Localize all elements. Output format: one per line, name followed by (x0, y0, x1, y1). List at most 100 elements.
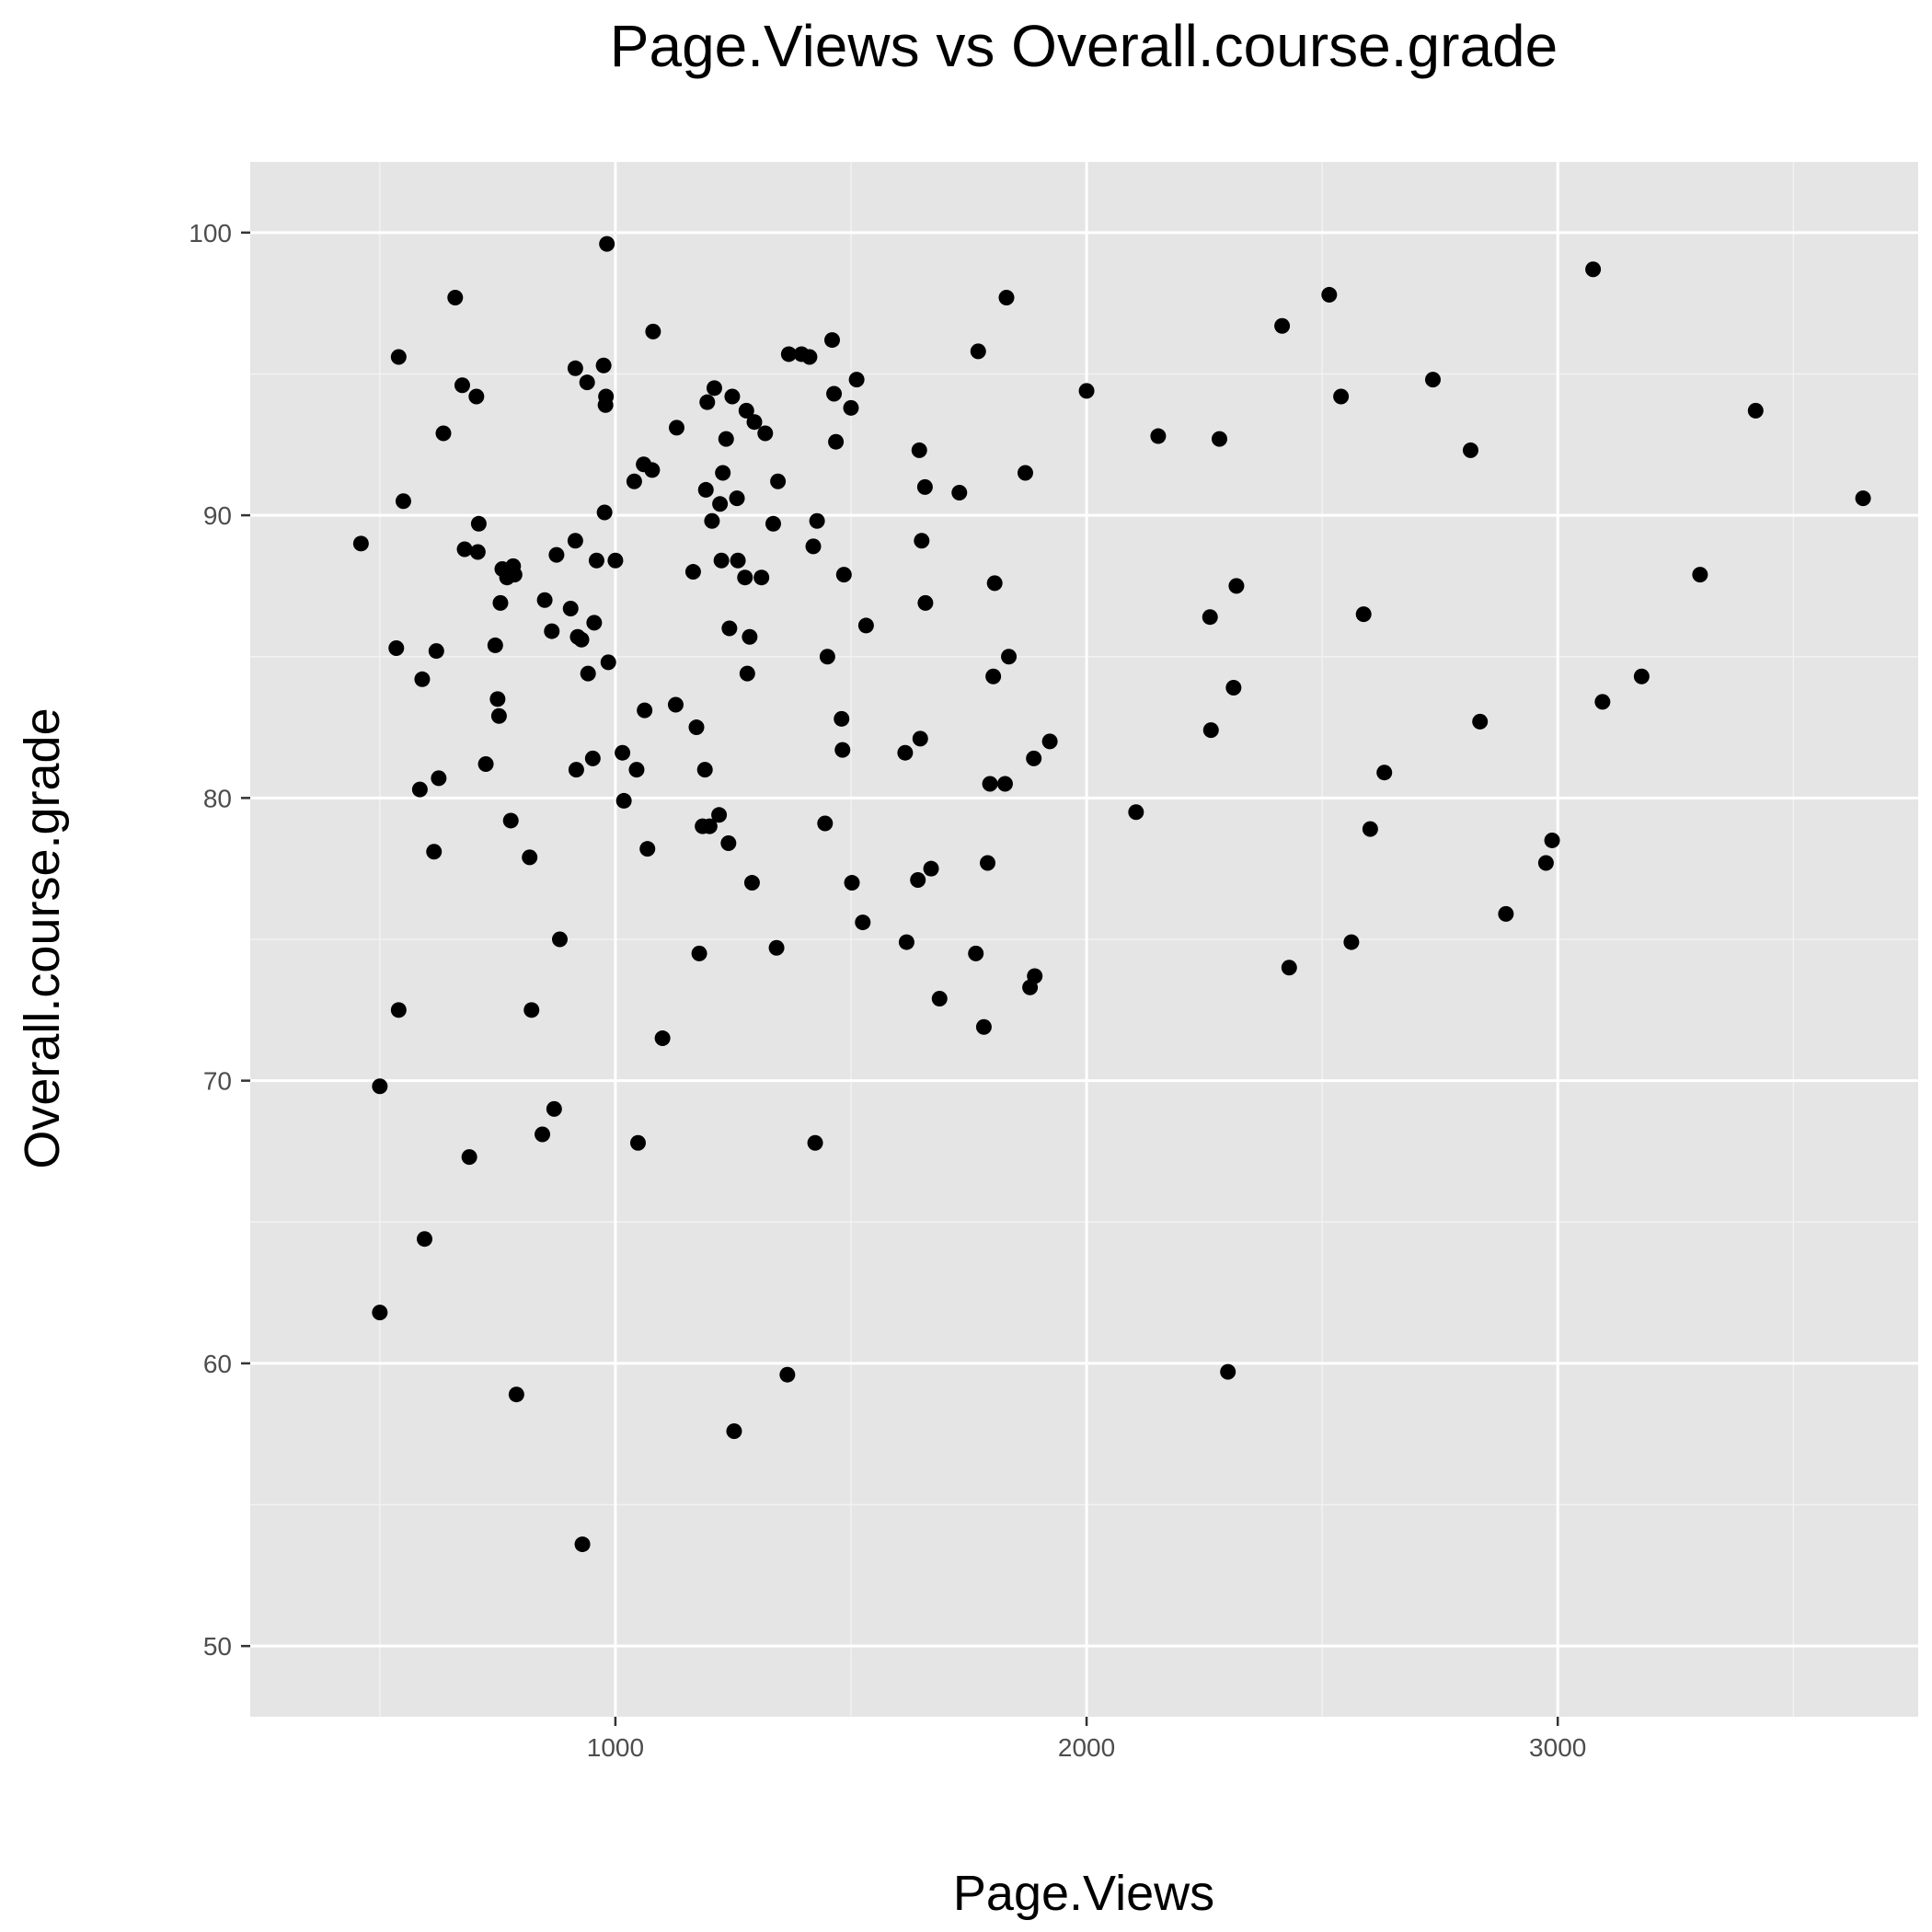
data-point (819, 649, 835, 665)
data-point (712, 496, 729, 512)
y-tick-label: 60 (203, 1350, 232, 1378)
data-point (645, 323, 661, 339)
data-point (536, 592, 553, 608)
data-point (574, 1536, 591, 1553)
y-tick-label: 80 (203, 784, 232, 812)
y-tick-label: 50 (203, 1632, 232, 1661)
data-point (809, 512, 825, 529)
data-point (615, 744, 631, 761)
data-point (923, 860, 939, 877)
data-point (546, 1100, 562, 1117)
data-point (1274, 317, 1291, 334)
data-point (817, 815, 834, 832)
data-point (639, 841, 656, 857)
data-point (431, 770, 447, 787)
data-point (435, 425, 452, 442)
data-point (739, 665, 755, 682)
data-point (684, 564, 701, 581)
data-point (828, 433, 845, 450)
x-tick-label: 3000 (1529, 1733, 1586, 1762)
data-point (857, 617, 874, 634)
data-point (843, 399, 859, 416)
data-point (1001, 649, 1018, 665)
data-point (573, 631, 590, 648)
data-point (720, 835, 737, 852)
data-point (753, 569, 770, 586)
data-point (765, 515, 781, 532)
data-point (470, 515, 487, 532)
data-point (535, 1126, 551, 1143)
data-point (696, 762, 713, 778)
data-point (1462, 442, 1478, 458)
data-point (855, 914, 871, 931)
data-point (706, 380, 722, 397)
data-point (447, 289, 464, 305)
data-point (1585, 261, 1602, 278)
data-point (1544, 832, 1560, 848)
y-tick-label: 70 (203, 1067, 232, 1096)
data-point (931, 991, 948, 1007)
data-point (487, 637, 503, 653)
data-point (917, 594, 934, 611)
data-point (600, 654, 616, 671)
data-point (469, 544, 486, 560)
data-point (726, 1423, 742, 1440)
data-point (914, 533, 930, 549)
data-point (724, 388, 741, 405)
data-point (390, 1002, 407, 1018)
data-point (490, 707, 507, 724)
data-point (461, 1149, 477, 1166)
data-point (1026, 750, 1042, 766)
data-point (1202, 722, 1219, 739)
data-point (568, 762, 584, 778)
data-point (468, 388, 485, 405)
chart-title: Page.Views vs Overall.course.grade (610, 13, 1558, 79)
data-point (562, 600, 579, 616)
data-point (1078, 383, 1095, 399)
data-point (548, 546, 565, 563)
data-point (968, 945, 984, 961)
data-point (489, 691, 506, 707)
data-point (834, 742, 851, 758)
data-point (586, 615, 603, 631)
data-point (711, 807, 728, 823)
data-point (544, 623, 560, 639)
data-point (826, 385, 843, 402)
data-point (551, 931, 568, 948)
data-point (1362, 821, 1378, 837)
data-point (898, 934, 914, 950)
data-point (1017, 465, 1033, 481)
data-point (506, 567, 523, 583)
data-point (1228, 578, 1245, 594)
data-point (1041, 733, 1058, 750)
data-point (1027, 968, 1043, 984)
data-point (1150, 428, 1167, 444)
data-point (715, 465, 731, 481)
data-point (477, 755, 494, 772)
data-point (1225, 680, 1242, 696)
data-point (1633, 668, 1650, 684)
data-point (522, 849, 538, 866)
data-point (985, 668, 1002, 684)
data-point (738, 402, 754, 419)
data-point (805, 538, 822, 555)
data-point (951, 485, 968, 501)
data-point (492, 594, 509, 611)
data-point (567, 533, 583, 549)
data-point (743, 875, 760, 891)
data-point (897, 744, 914, 761)
data-point (595, 357, 612, 374)
data-point (980, 855, 996, 871)
data-point (615, 792, 632, 809)
data-point (1281, 960, 1297, 976)
data-point (742, 628, 758, 645)
data-point (598, 388, 615, 405)
data-point (644, 462, 661, 478)
data-point (508, 1386, 524, 1403)
data-point (1355, 606, 1372, 623)
data-point (697, 481, 714, 498)
data-point (1472, 713, 1489, 730)
data-point (910, 871, 926, 888)
data-point (970, 343, 986, 360)
